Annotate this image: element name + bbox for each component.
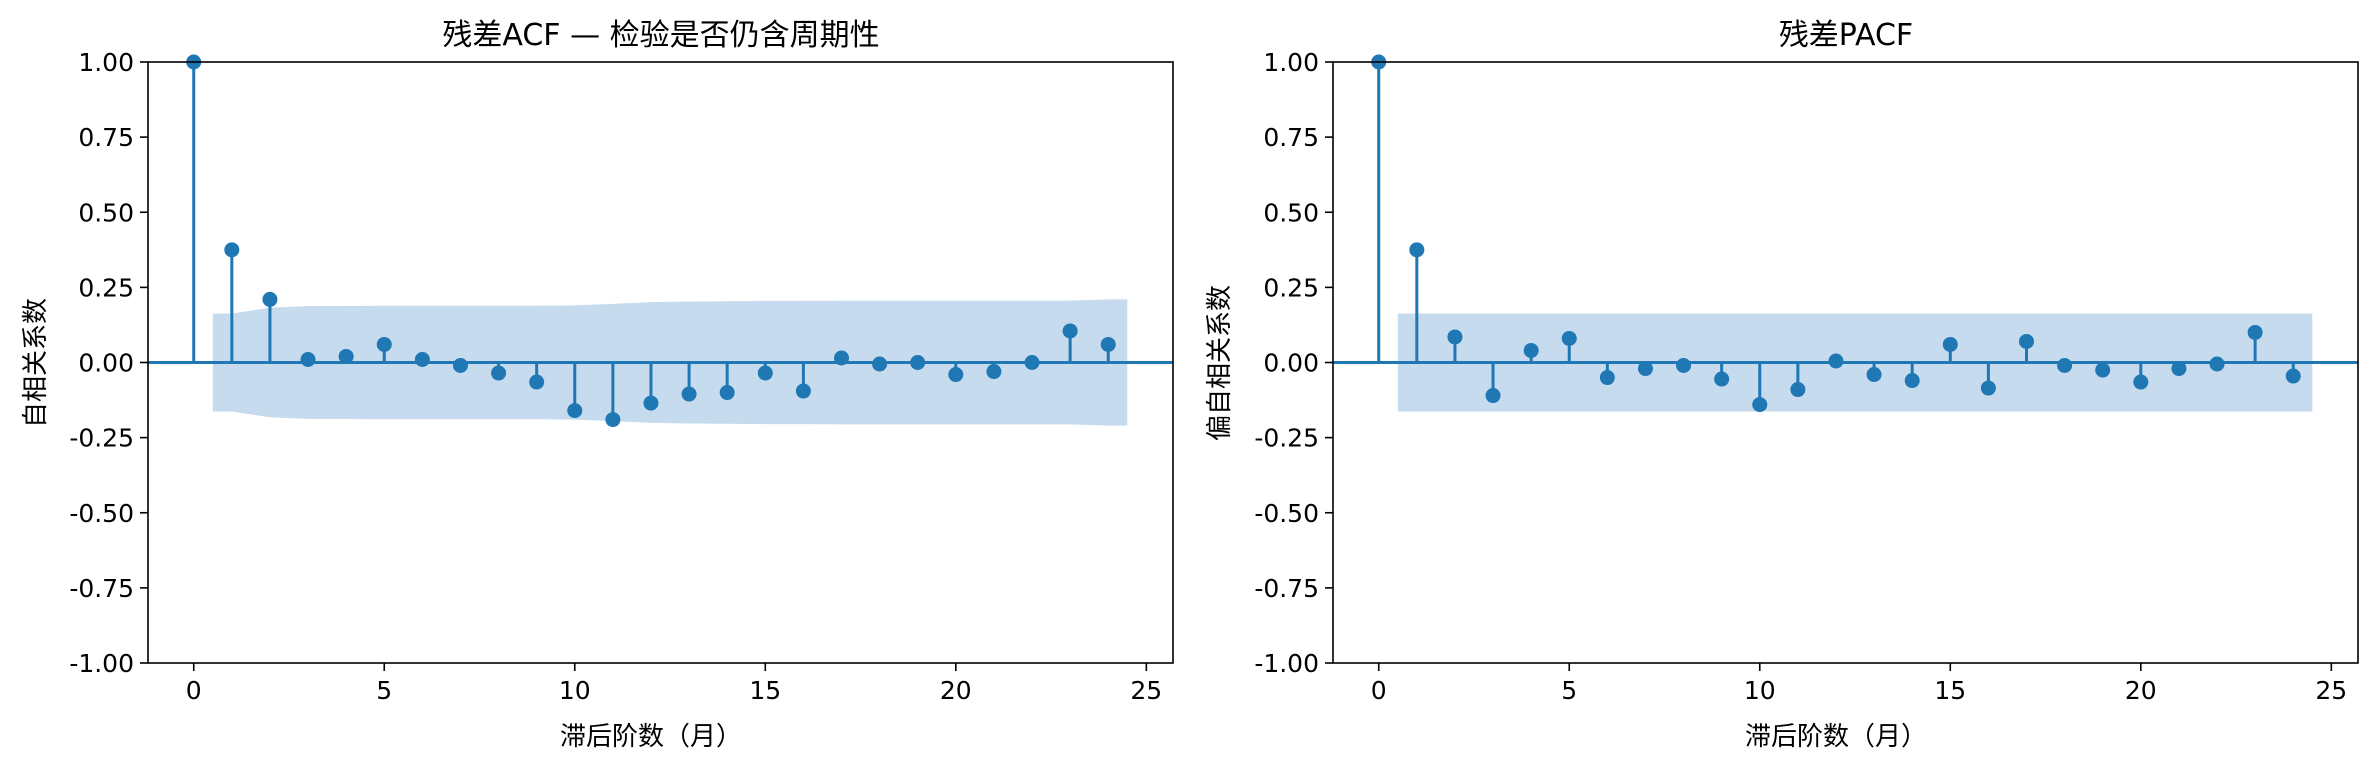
pacf-y-tick-label: -0.50: [1254, 499, 1319, 528]
pacf-y-tick-label: 0.00: [1263, 349, 1319, 378]
pacf-y-axis-label: 偏自相关系数: [1205, 285, 1235, 441]
acf-point-lag-22: [1024, 355, 1040, 370]
acf-y-axis-label: 自相关系数: [21, 298, 51, 428]
acf-point-lag-20: [948, 367, 964, 383]
acf-point-lag-8: [491, 365, 507, 381]
acf-point-lag-10: [567, 403, 583, 419]
pacf-title: 残差PACF: [1779, 18, 1913, 53]
acf-point-lag-4: [338, 348, 354, 364]
pacf-y-tick-label: 0.50: [1263, 198, 1319, 227]
pacf-point-lag-1: [1409, 242, 1425, 258]
pacf-y-tick-label: 0.25: [1263, 273, 1319, 302]
acf-point-lag-16: [795, 383, 811, 399]
pacf-point-lag-10: [1752, 397, 1768, 413]
pacf-point-lag-14: [1904, 373, 1920, 389]
acf-y-tick-label: 0.50: [78, 198, 134, 227]
acf-y-tick-label: -0.50: [69, 499, 134, 528]
pacf-point-lag-20: [2133, 374, 2149, 390]
acf-point-lag-9: [529, 374, 545, 390]
acf-point-lag-21: [986, 364, 1002, 380]
pacf-x-tick-label: 20: [2125, 676, 2157, 705]
pacf-point-lag-21: [2171, 361, 2187, 377]
acf-y-tick-label: -0.25: [69, 424, 134, 453]
pacf-y-tick-label: -0.75: [1254, 574, 1319, 603]
pacf-point-lag-22: [2209, 356, 2225, 372]
pacf-point-lag-16: [1980, 380, 1996, 396]
pacf-point-lag-23: [2247, 324, 2263, 340]
pacf-y-tick-label: -1.00: [1254, 649, 1319, 678]
acf-point-lag-13: [681, 386, 697, 402]
acf-x-tick-label: 20: [940, 676, 972, 705]
acf-point-lag-5: [376, 336, 392, 352]
acf-x-axis-label: 滞后阶数（月）: [560, 722, 742, 752]
pacf-point-lag-13: [1866, 367, 1882, 383]
pacf-y-tick-label: -0.25: [1254, 424, 1319, 453]
acf-x-tick-label: 25: [1130, 676, 1162, 705]
acf-x-tick-label: 5: [376, 676, 392, 705]
acf-point-lag-1: [224, 242, 240, 258]
acf-point-lag-11: [605, 412, 621, 428]
pacf-x-tick-label: 15: [1934, 676, 1966, 705]
acf-x-tick-label: 15: [749, 676, 781, 705]
acf-point-lag-12: [643, 395, 659, 411]
pacf-x-tick-label: 25: [2315, 676, 2347, 705]
pacf-point-lag-8: [1676, 358, 1692, 374]
acf-panel: 残差ACF — 检验是否仍含周期性 0 5 10 15 20 25 1.00 0.75 0.50…: [21, 18, 1174, 752]
acf-point-lag-7: [452, 358, 468, 374]
pacf-point-lag-6: [1599, 370, 1615, 386]
pacf-point-lag-3: [1485, 388, 1501, 404]
acf-y-tick-label: 0.25: [78, 273, 134, 302]
pacf-point-lag-19: [2095, 362, 2111, 378]
acf-point-lag-14: [719, 385, 735, 401]
acf-title: 残差ACF — 检验是否仍含周期性: [442, 18, 879, 53]
acf-point-lag-24: [1100, 336, 1116, 352]
acf-y-tick-label: 0.00: [78, 349, 134, 378]
acf-point-lag-19: [910, 355, 926, 370]
pacf-x-axis-label: 滞后阶数（月）: [1745, 722, 1927, 752]
acf-y-tick-label: 0.75: [78, 123, 134, 152]
pacf-point-lag-15: [1942, 336, 1958, 352]
pacf-point-lag-5: [1561, 330, 1577, 346]
pacf-point-lag-11: [1790, 382, 1806, 398]
pacf-point-lag-12: [1828, 353, 1844, 369]
acf-y-tick-label: 1.00: [78, 48, 134, 77]
pacf-point-lag-9: [1714, 371, 1730, 387]
acf-point-lag-3: [300, 351, 316, 367]
pacf-point-lag-4: [1523, 342, 1539, 358]
pacf-point-lag-7: [1637, 361, 1653, 377]
acf-x-tick-label: 10: [559, 676, 591, 705]
acf-point-lag-15: [757, 365, 773, 381]
acf-y-tick-label: -1.00: [69, 649, 134, 678]
acf-point-lag-23: [1062, 323, 1078, 339]
acf-point-lag-6: [414, 351, 430, 367]
acf-x-tick-label: 0: [186, 676, 202, 705]
pacf-point-lag-2: [1447, 329, 1463, 345]
pacf-x-tick-label: 5: [1561, 676, 1577, 705]
pacf-y-tick-label: 1.00: [1263, 48, 1319, 77]
pacf-point-lag-17: [2018, 333, 2034, 349]
acf-point-lag-2: [262, 291, 278, 307]
pacf-x-tick-label: 0: [1371, 676, 1387, 705]
pacf-point-lag-18: [2057, 358, 2073, 374]
pacf-panel: 残差PACF 0 5 10 15 20 25 1.00 0.75 0.50 0.25 0.00 -0.…: [1205, 18, 2359, 752]
acf-point-lag-18: [872, 356, 888, 372]
pacf-x-tick-label: 10: [1744, 676, 1776, 705]
acf-y-tick-label: -0.75: [69, 574, 134, 603]
pacf-point-lag-24: [2285, 368, 2301, 384]
pacf-y-tick-label: 0.75: [1263, 123, 1319, 152]
acf-point-lag-17: [833, 350, 849, 366]
